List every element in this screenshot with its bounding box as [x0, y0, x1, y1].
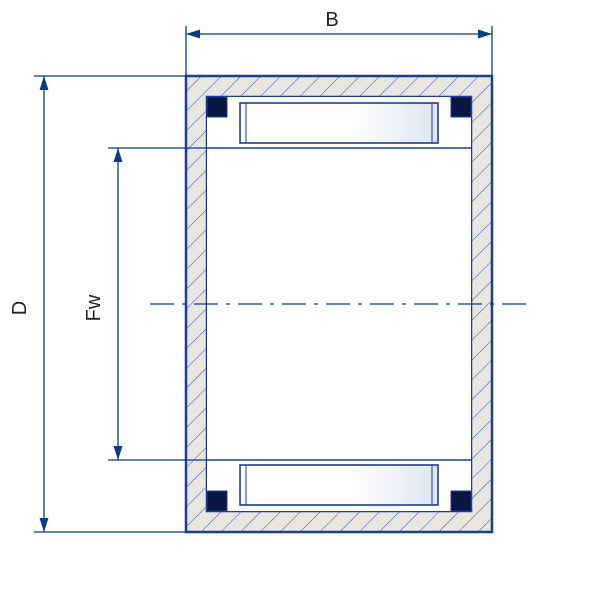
dim-B-label: B: [325, 9, 338, 31]
corner-block-tl: [207, 97, 227, 117]
dim-Fw-label: Fw: [83, 294, 105, 321]
dim-D-label: D: [9, 301, 31, 315]
corner-block-bl: [207, 491, 227, 511]
roller-top: [240, 103, 438, 143]
corner-block-br: [451, 491, 471, 511]
corner-block-tr: [451, 97, 471, 117]
roller-bottom: [240, 465, 438, 505]
